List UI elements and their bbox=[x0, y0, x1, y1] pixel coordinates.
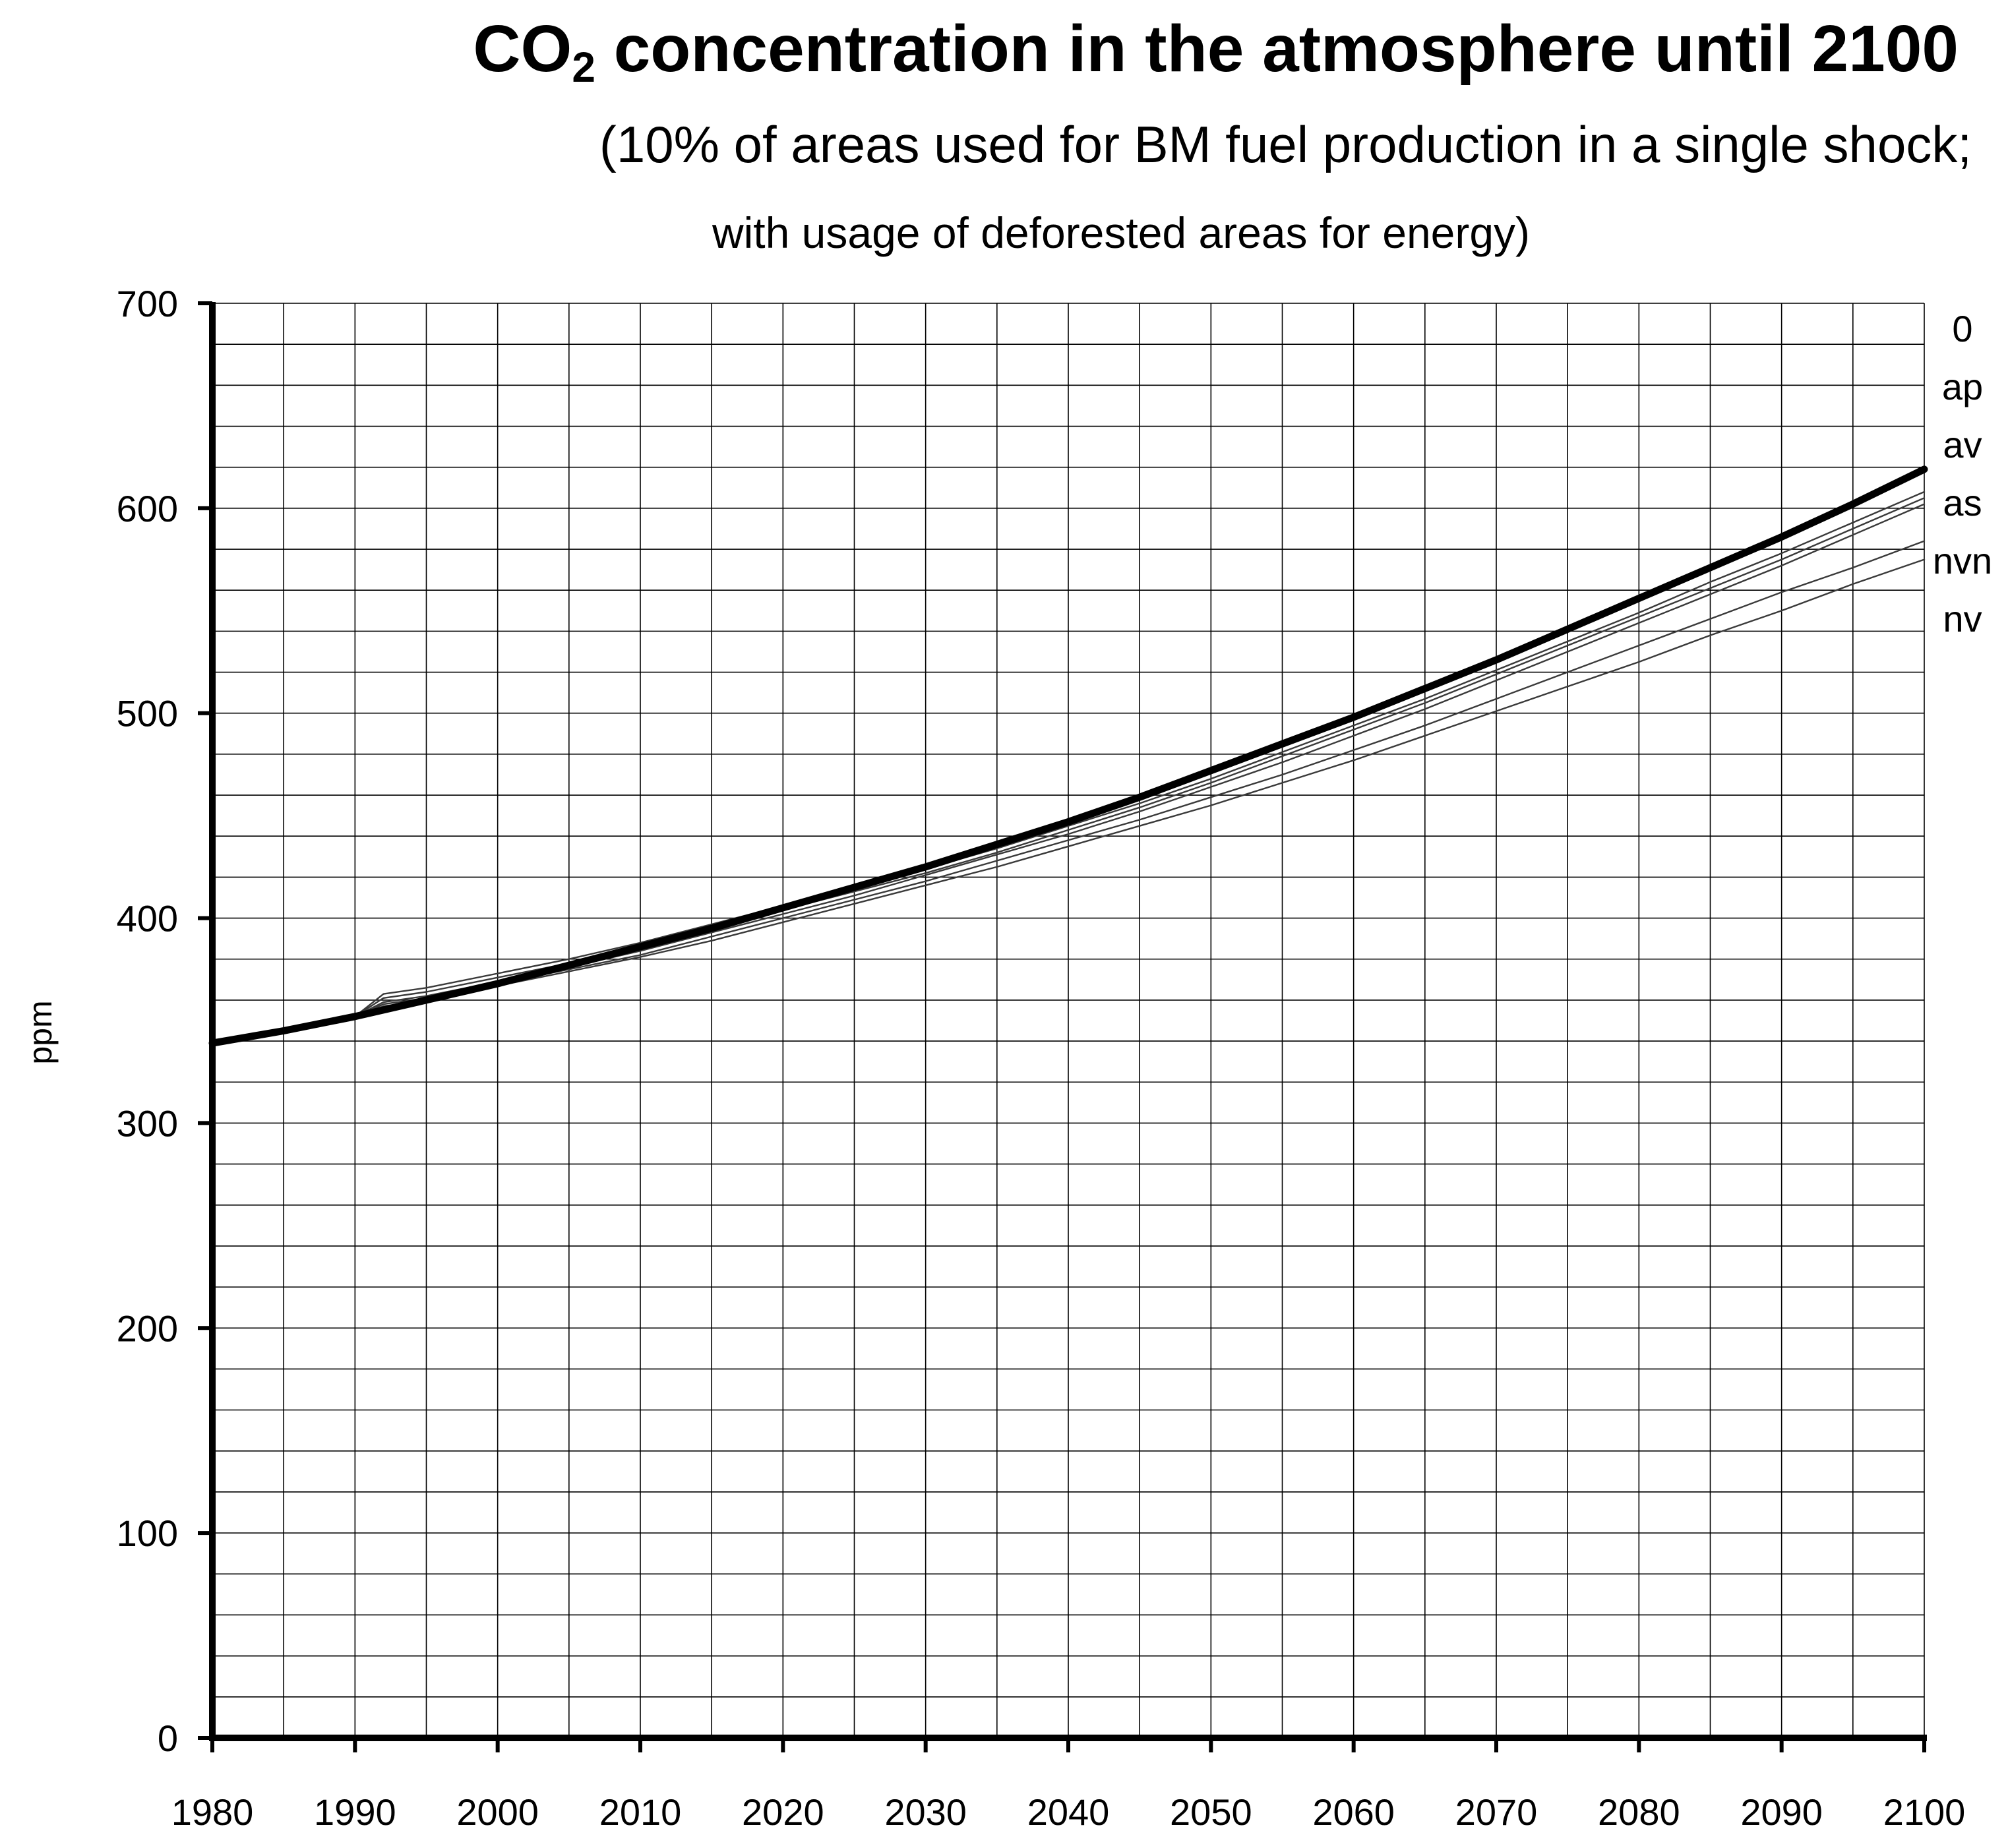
tick-labels: 1980 1990 2000 2010 2020 2030 2040 2050 2060 2070… bbox=[117, 283, 1966, 1833]
grid bbox=[212, 303, 1925, 1738]
x-tick-label: 1980 bbox=[171, 1791, 254, 1833]
x-tick-label: 2020 bbox=[742, 1791, 824, 1833]
x-tick-label: 2050 bbox=[1170, 1791, 1252, 1833]
chart-subtitle-line1: (10% of areas used for BM fuel productio… bbox=[599, 115, 1972, 173]
chart-title-rest: concentration in the atmosphere until 21… bbox=[595, 12, 1959, 86]
legend-entry-nvn: nvn bbox=[1933, 540, 1992, 581]
y-tick-label: 100 bbox=[117, 1512, 178, 1554]
y-axis-label: ppm bbox=[22, 1000, 59, 1064]
x-tick-label: 2100 bbox=[1883, 1791, 1966, 1833]
y-tick-label: 700 bbox=[117, 283, 178, 324]
y-tick-label: 600 bbox=[117, 488, 178, 529]
x-tick-label: 2080 bbox=[1598, 1791, 1680, 1833]
x-tick-label: 1990 bbox=[314, 1791, 396, 1833]
series-line-0 bbox=[208, 465, 1928, 1047]
axes bbox=[198, 301, 1927, 1752]
legend-entry-av: av bbox=[1943, 424, 1982, 465]
x-tick-label: 2000 bbox=[456, 1791, 539, 1833]
x-tick-label: 2060 bbox=[1312, 1791, 1395, 1833]
legend: 0 ap av as nvn nv bbox=[1933, 308, 1992, 640]
x-tick-label: 2070 bbox=[1455, 1791, 1538, 1833]
y-tick-label: 0 bbox=[158, 1717, 178, 1759]
legend-entry-as: as bbox=[1943, 482, 1982, 523]
legend-entry-ap: ap bbox=[1942, 366, 1983, 407]
x-tick-label: 2030 bbox=[884, 1791, 967, 1833]
x-tick-label: 2090 bbox=[1740, 1791, 1823, 1833]
chart-title: CO2 concentration in the atmosphere unti… bbox=[473, 12, 1959, 91]
series-line-av bbox=[211, 497, 1926, 1044]
legend-entry-0: 0 bbox=[1952, 308, 1972, 349]
legend-entry-nv: nv bbox=[1943, 598, 1982, 640]
y-tick-label: 500 bbox=[117, 693, 178, 734]
series-line-ap bbox=[211, 491, 1926, 1044]
y-tick-label: 300 bbox=[117, 1102, 178, 1144]
x-tick-label: 2010 bbox=[599, 1791, 682, 1833]
y-tick-label: 400 bbox=[117, 898, 178, 939]
series bbox=[208, 465, 1928, 1047]
chart-title-subscript: 2 bbox=[572, 44, 595, 91]
chart-title-main: CO bbox=[473, 12, 572, 86]
y-tick-label: 200 bbox=[117, 1307, 178, 1349]
x-tick-label: 2040 bbox=[1027, 1791, 1110, 1833]
chart-subtitle-line2: with usage of deforested areas for energ… bbox=[712, 208, 1530, 257]
